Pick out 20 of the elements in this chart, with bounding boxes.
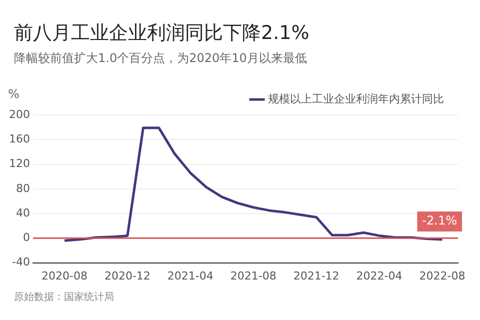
annotation: -2.1% [422,214,458,228]
chart-subtitle: 降幅较前值扩大1.0个百分点，为2020年10月以来最低 [14,50,307,67]
y-tick-label: 0 [22,231,30,244]
y-tick-label: 40 [16,206,30,220]
y-tick-label: 120 [8,157,30,170]
chart-title: 前八月工业企业利润同比下降2.1% [14,21,310,46]
x-tick-label: 2020-12 [104,269,150,282]
x-tick-label: 2022-04 [356,269,402,282]
x-tick-label: 2020-08 [41,269,88,282]
legend-label: 规模以上工业企业利润年内累计同比 [268,92,444,106]
x-tick-label: 2021-08 [230,269,276,282]
text: 原始数据：国家统计局 [14,290,114,304]
y-tick-label: 80 [16,182,30,195]
x-tick-label: 2021-04 [167,269,214,282]
y-tick-label: 160 [8,132,30,146]
y-tick-label: 200 [8,108,30,121]
x-tick-label: 2021-12 [293,269,340,282]
y-axis-title: % [8,87,20,102]
y-tick-label: -40 [12,256,30,269]
x-tick-label: 2022-08 [419,269,466,282]
